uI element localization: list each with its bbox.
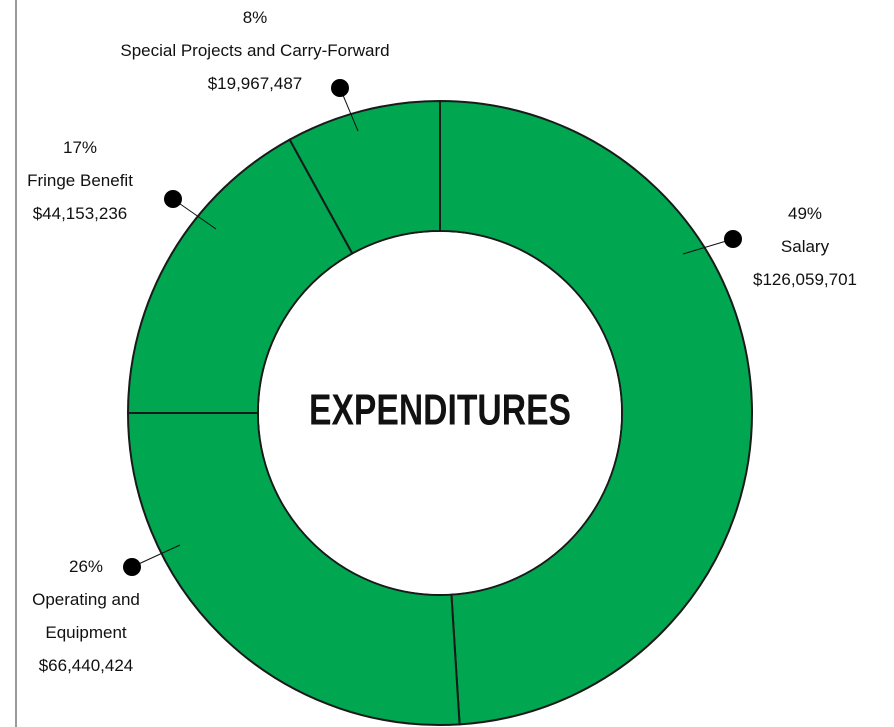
leaders [123,79,742,576]
slice [288,99,441,255]
amount-label: $66,440,424 [38,656,134,675]
leader-dot [123,558,141,576]
slice [126,412,461,726]
category-label: Fringe Benefit [27,171,133,190]
slice-label: 26% Operating and Equipment $66,440,424 [8,550,164,682]
amount-label: $44,153,236 [32,204,128,223]
leader-dot [331,79,349,97]
category-label: Operating and Equipment [32,590,140,642]
amount-label: $126,059,701 [753,270,857,289]
leader-dot [164,190,182,208]
percent-label: 8% [242,8,268,27]
slice-label: 49% Salary $126,059,701 [725,197,885,296]
slice-label: 8% Special Projects and Carry-Forward $19,… [55,1,455,100]
amount-label: $19,967,487 [207,74,303,93]
slice [439,99,753,726]
slice [126,138,354,414]
percent-label: 49% [787,204,823,223]
percent-label: 17% [62,138,98,157]
chart-title: EXPENDITURES [309,386,571,435]
category-label: Special Projects and Carry-Forward [120,41,390,60]
donut-hole [259,232,621,594]
slices [126,99,753,726]
slice-label: 17% Fringe Benefit $44,153,236 [0,131,160,230]
percent-label: 26% [68,557,104,576]
category-label: Salary [780,237,830,256]
leader-dot [724,230,742,248]
